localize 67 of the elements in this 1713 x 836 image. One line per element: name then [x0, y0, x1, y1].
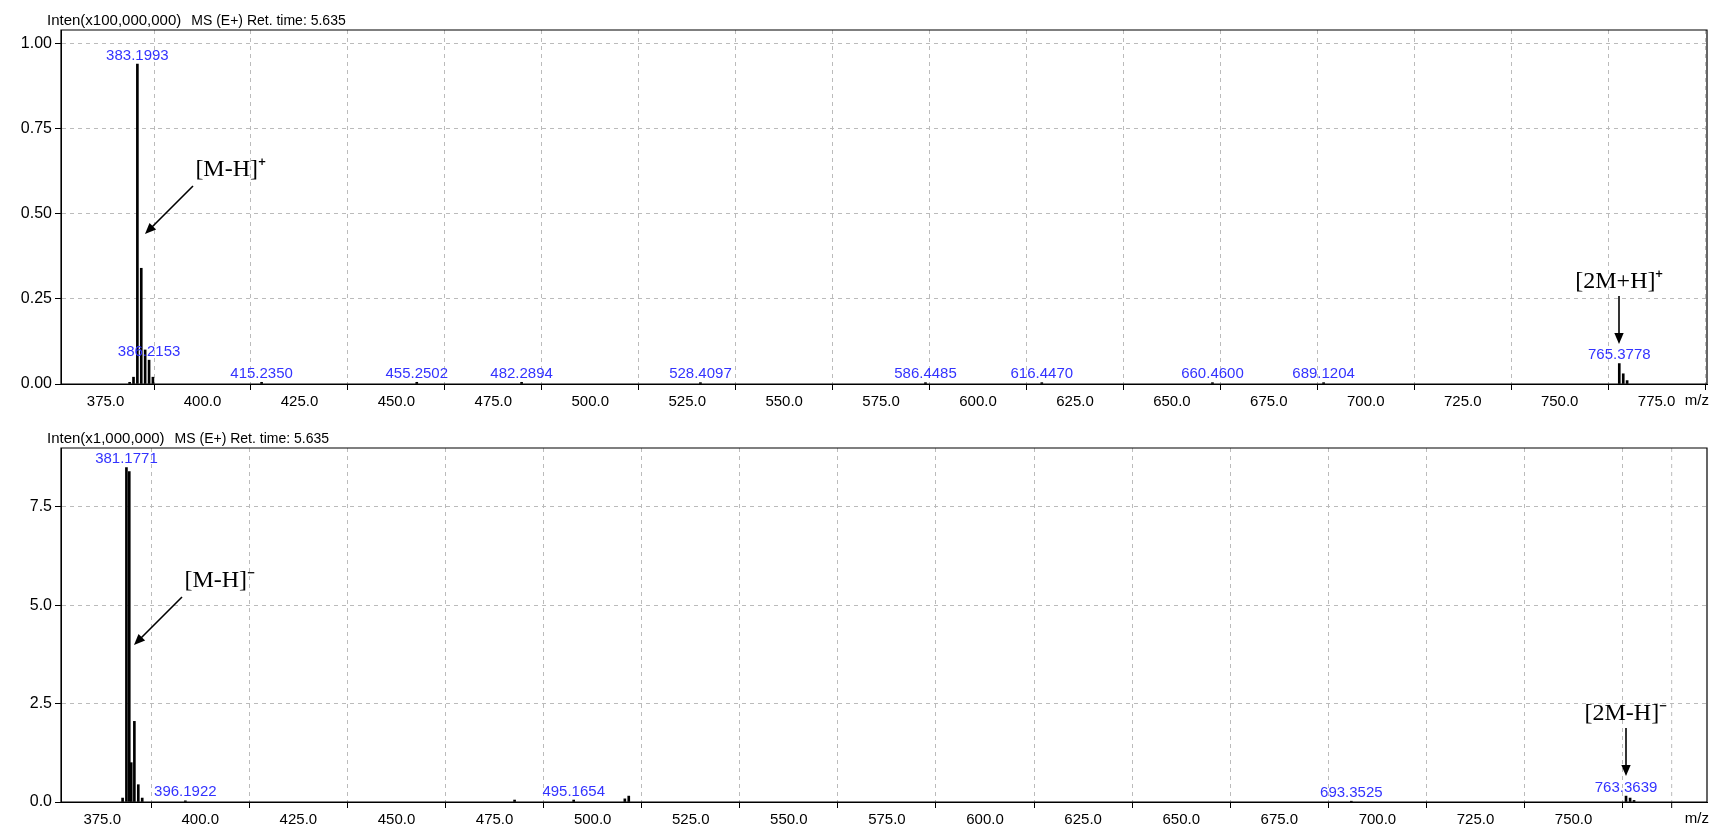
chart-title: MS (E+) Ret. time: 5.635	[174, 429, 330, 446]
x-tick-label: 675.0	[1260, 810, 1299, 828]
annotation: 383.1993	[106, 45, 169, 63]
x-tick-label: 750.0	[1554, 810, 1593, 828]
x-tick-label: 450.0	[377, 392, 416, 410]
x-tick-label: 600.0	[959, 392, 997, 410]
y-tick-label: 0.0	[29, 792, 53, 810]
x-tick-label: 625.0	[1064, 810, 1102, 828]
annotation: 616.4470	[1010, 364, 1074, 382]
x-tick-label: 725.0	[1443, 392, 1482, 410]
x-tick-label: 425.0	[279, 810, 318, 828]
annotation: 763.3639	[1594, 777, 1658, 795]
y-axis-title: Inten(x100,000,000)	[47, 10, 182, 28]
x-tick-label: 525.0	[668, 392, 706, 410]
x-tick-label: 700.0	[1347, 392, 1385, 410]
y-tick-label: 0.75	[20, 119, 53, 137]
y-tick-label: 1.00	[20, 34, 53, 52]
annotation: 660.4600	[1181, 364, 1244, 382]
annotation: [M-H]⁺	[195, 155, 267, 182]
annotation: [2M+H]⁺	[1575, 266, 1664, 293]
annotation: 396.1922	[154, 782, 217, 800]
x-tick-label: 775.0	[1637, 392, 1676, 410]
x-tick-label: 400.0	[181, 810, 220, 828]
y-tick-label: 0.50	[20, 204, 53, 222]
annotation: 689.1204	[1292, 364, 1355, 382]
x-tick-label: 375.0	[86, 392, 125, 410]
x-tick-label: 650.0	[1153, 392, 1191, 410]
y-tick-label: 5.0	[29, 595, 53, 613]
x-tick-label: 750.0	[1540, 392, 1579, 410]
x-tick-label: 625.0	[1056, 392, 1094, 410]
x-tick-label: 475.0	[474, 392, 513, 410]
y-axis-title: Inten(x1,000,000)	[47, 428, 165, 446]
x-tick-label: 400.0	[183, 392, 222, 410]
x-tick-label: 550.0	[770, 810, 808, 828]
x-tick-label: 600.0	[966, 810, 1004, 828]
x-tick-label: 700.0	[1358, 810, 1397, 828]
annotation: 455.2502	[385, 363, 449, 381]
x-tick-label: 375.0	[83, 810, 121, 828]
x-tick-label: 575.0	[862, 392, 900, 410]
annotation: 482.2894	[490, 363, 553, 381]
annotation: 495.1654	[542, 781, 605, 799]
x-tick-label: 575.0	[868, 810, 906, 828]
annotation: 693.3525	[1320, 782, 1383, 800]
x-tick-label: 650.0	[1162, 810, 1200, 828]
x-tick-label: 550.0	[765, 392, 803, 410]
chart-title: MS (E+) Ret. time: 5.635	[191, 11, 346, 28]
annotation: 381.1771	[95, 449, 158, 467]
y-tick-label: 0.00	[20, 374, 53, 392]
x-tick-label: 500.0	[571, 392, 610, 410]
x-axis-title: m/z	[1684, 808, 1709, 826]
annotation: 528.4097	[669, 364, 732, 382]
annotation: 415.2350	[230, 363, 293, 381]
y-tick-label: 0.25	[20, 289, 53, 307]
x-tick-label: 725.0	[1456, 810, 1495, 828]
annotation: 586.4485	[894, 364, 957, 382]
x-tick-label: 500.0	[573, 810, 612, 828]
annotation: [M-H]⁻	[184, 565, 256, 592]
x-tick-label: 525.0	[671, 810, 710, 828]
x-tick-label: 425.0	[280, 392, 319, 410]
x-tick-label: 475.0	[475, 810, 514, 828]
x-axis-title: m/z	[1684, 390, 1709, 408]
annotation: [2M-H]⁻	[1584, 699, 1668, 726]
y-tick-label: 2.5	[29, 694, 53, 712]
x-tick-label: 675.0	[1250, 392, 1288, 410]
y-tick-label: 7.5	[29, 497, 53, 515]
annotation: 765.3778	[1587, 345, 1651, 363]
x-tick-label: 450.0	[377, 810, 416, 828]
